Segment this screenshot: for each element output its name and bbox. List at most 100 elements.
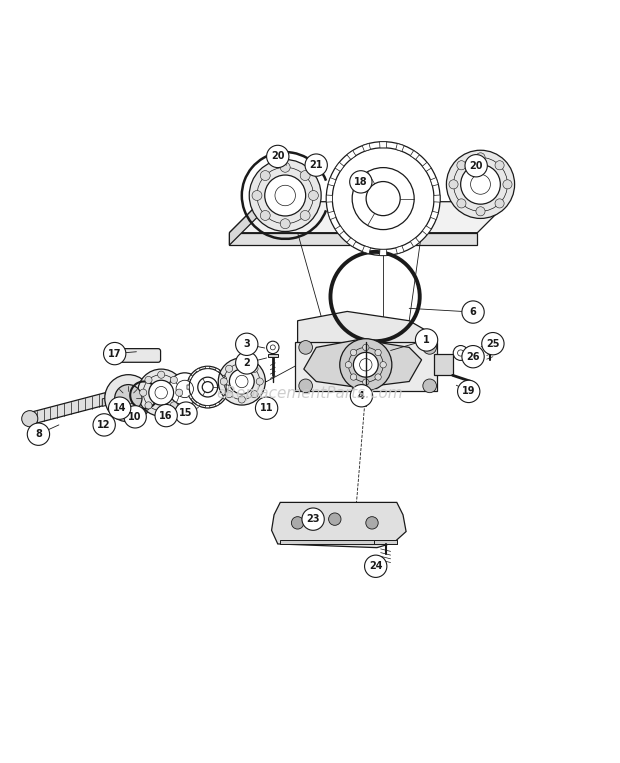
Polygon shape <box>280 539 397 544</box>
Polygon shape <box>195 402 200 406</box>
Circle shape <box>251 391 258 398</box>
Polygon shape <box>226 385 228 389</box>
Circle shape <box>423 340 436 354</box>
Circle shape <box>453 346 468 360</box>
Polygon shape <box>215 402 220 406</box>
Circle shape <box>350 349 356 356</box>
Polygon shape <box>362 143 371 151</box>
Polygon shape <box>430 211 438 220</box>
Circle shape <box>93 414 115 436</box>
Circle shape <box>476 153 485 162</box>
Text: 2: 2 <box>244 358 250 368</box>
Polygon shape <box>347 238 356 246</box>
Circle shape <box>220 378 228 385</box>
Polygon shape <box>422 226 432 235</box>
Circle shape <box>236 352 258 374</box>
Polygon shape <box>272 502 406 548</box>
Text: 12: 12 <box>97 420 111 430</box>
Text: 19: 19 <box>462 386 476 397</box>
Text: 24: 24 <box>369 562 383 571</box>
Circle shape <box>458 380 480 403</box>
Circle shape <box>361 388 370 397</box>
Text: 25: 25 <box>486 339 500 349</box>
Polygon shape <box>215 368 220 372</box>
Circle shape <box>462 346 484 368</box>
Polygon shape <box>205 366 210 369</box>
Circle shape <box>449 180 458 189</box>
Text: 1: 1 <box>423 335 430 345</box>
Polygon shape <box>362 246 371 254</box>
Polygon shape <box>326 195 332 202</box>
Polygon shape <box>379 142 387 148</box>
Polygon shape <box>410 150 420 159</box>
Circle shape <box>495 199 504 208</box>
Polygon shape <box>396 246 404 254</box>
Circle shape <box>176 380 193 398</box>
Polygon shape <box>328 211 336 220</box>
Polygon shape <box>223 375 227 379</box>
Circle shape <box>503 180 512 189</box>
Circle shape <box>366 517 378 529</box>
Circle shape <box>462 301 484 324</box>
Polygon shape <box>335 163 344 172</box>
Polygon shape <box>374 539 397 544</box>
Circle shape <box>22 410 38 427</box>
Circle shape <box>305 154 327 176</box>
Circle shape <box>326 142 440 256</box>
Circle shape <box>145 402 152 409</box>
Circle shape <box>236 333 258 356</box>
Circle shape <box>457 161 466 170</box>
Polygon shape <box>396 143 404 151</box>
Text: 20: 20 <box>271 151 285 162</box>
Polygon shape <box>205 406 210 407</box>
Circle shape <box>226 365 232 372</box>
Text: 17: 17 <box>108 349 122 359</box>
Circle shape <box>187 366 229 408</box>
Circle shape <box>251 365 258 372</box>
Circle shape <box>299 379 312 393</box>
Circle shape <box>345 362 352 368</box>
Circle shape <box>229 369 254 394</box>
Polygon shape <box>379 250 387 256</box>
FancyBboxPatch shape <box>112 349 161 362</box>
Circle shape <box>363 379 369 385</box>
Polygon shape <box>195 368 200 372</box>
Circle shape <box>291 517 304 529</box>
Circle shape <box>155 404 177 427</box>
Circle shape <box>280 163 290 172</box>
Circle shape <box>105 375 152 422</box>
Circle shape <box>157 407 165 414</box>
Polygon shape <box>410 238 420 246</box>
Circle shape <box>260 211 270 221</box>
Circle shape <box>280 219 290 229</box>
Text: 16: 16 <box>159 410 173 420</box>
Text: 26: 26 <box>466 352 480 362</box>
Circle shape <box>343 343 388 387</box>
Polygon shape <box>298 311 434 352</box>
Circle shape <box>175 402 197 424</box>
Circle shape <box>353 353 378 377</box>
Circle shape <box>380 362 386 368</box>
Circle shape <box>446 150 515 218</box>
Circle shape <box>170 402 177 409</box>
Circle shape <box>300 211 310 221</box>
Polygon shape <box>30 393 105 425</box>
Text: 15: 15 <box>179 408 193 418</box>
Polygon shape <box>187 385 189 389</box>
Circle shape <box>482 333 504 355</box>
Circle shape <box>145 376 152 384</box>
Circle shape <box>329 513 341 526</box>
Text: 11: 11 <box>260 403 273 413</box>
Circle shape <box>265 175 306 216</box>
Circle shape <box>256 378 264 385</box>
Circle shape <box>375 349 381 356</box>
Text: 8: 8 <box>35 430 42 439</box>
Text: 14: 14 <box>113 403 126 413</box>
Circle shape <box>149 380 174 405</box>
Polygon shape <box>268 353 278 356</box>
Polygon shape <box>188 394 193 399</box>
Circle shape <box>465 155 487 177</box>
Circle shape <box>300 171 310 181</box>
Circle shape <box>350 171 372 193</box>
Polygon shape <box>304 340 422 388</box>
